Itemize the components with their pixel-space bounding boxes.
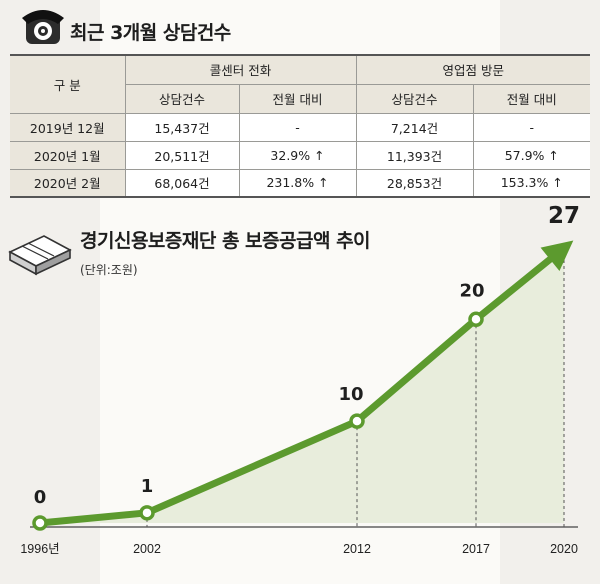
visit-change-cell: -: [472, 112, 591, 142]
call-change-cell: 32.9% ↑: [238, 140, 357, 170]
header-call-count: 상담건수: [125, 83, 240, 114]
call-count-cell: 15,437건: [124, 112, 240, 142]
x-tick-label: 2020: [550, 542, 578, 556]
data-point: [349, 413, 365, 429]
telephone-icon: [22, 10, 64, 44]
table-row: 2019년 12월 15,437건 - 7,214건 -: [10, 112, 591, 142]
visit-count-cell: 7,214건: [355, 112, 474, 142]
x-tick-label: 1996년: [20, 542, 59, 556]
call-change-cell: 231.8% ↑: [238, 168, 357, 198]
table-row: 2020년 2월 68,064건 231.8% ↑ 28,853건 153.3%…: [10, 168, 591, 198]
call-count-cell: 68,064건: [124, 168, 240, 198]
row-label: 2020년 1월: [10, 140, 126, 170]
data-point: [468, 311, 484, 328]
data-label: 10: [338, 384, 363, 405]
data-label: 1: [141, 476, 154, 497]
x-tick-label: 2002: [133, 542, 161, 556]
call-count-cell: 20,511건: [124, 140, 240, 170]
call-change-cell: -: [238, 112, 357, 142]
arrow-head: [540, 240, 574, 271]
header-call-change: 전월 대비: [238, 83, 357, 114]
visit-change-cell: 153.3% ↑: [472, 168, 591, 198]
header-call-center: 콜센터 전화: [124, 54, 357, 85]
data-label: 20: [459, 280, 484, 301]
plot-area: 0 1 10 20 27 1996년 2002 2012 2017 2020: [20, 203, 580, 556]
visit-change-cell: 57.9% ↑: [472, 140, 591, 170]
data-label: 0: [34, 487, 47, 508]
table-row: 2020년 1월 20,511건 32.9% ↑ 11,393건 57.9% ↑: [10, 140, 591, 170]
header-branch-visit: 영업점 방문: [355, 54, 591, 85]
header-category: 구 분: [10, 54, 126, 114]
row-label: 2020년 2월: [10, 168, 126, 198]
x-tick-label: 2017: [462, 542, 490, 556]
table-title: 최근 3개월 상담건수: [70, 22, 231, 44]
header-visit-count: 상담건수: [355, 83, 474, 114]
data-point: [32, 515, 48, 531]
visit-count-cell: 28,853건: [355, 168, 474, 198]
banknote-stack-icon: [8, 235, 72, 276]
area-fill: [40, 248, 564, 523]
data-point: [139, 505, 155, 521]
chart-title: 경기신용보증재단 총 보증공급액 추이: [80, 230, 371, 252]
header-visit-change: 전월 대비: [472, 83, 591, 114]
visit-count-cell: 11,393건: [355, 140, 474, 170]
data-label: 27: [548, 203, 580, 229]
row-label: 2019년 12월: [10, 112, 126, 142]
chart-unit: (단위:조원): [80, 263, 138, 277]
x-tick-label: 2012: [343, 542, 371, 556]
consultation-table: 구 분 콜센터 전화 영업점 방문 상담건수 전월 대비 상담건수 전월 대비 …: [10, 54, 591, 198]
